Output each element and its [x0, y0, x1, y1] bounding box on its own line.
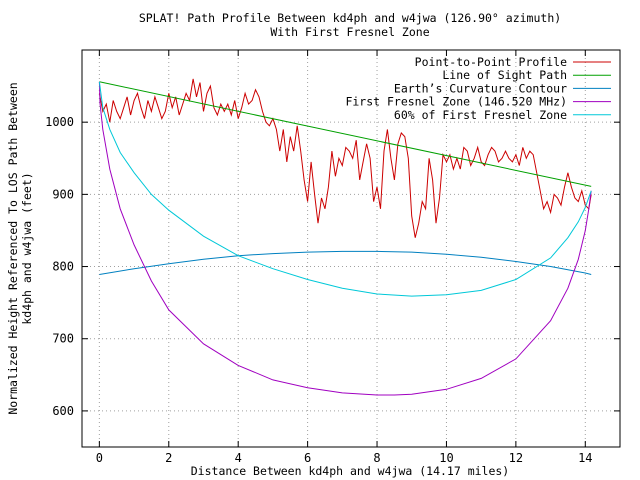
- x-tick-label: 14: [578, 451, 592, 465]
- chart-subtitle: With First Fresnel Zone: [270, 25, 429, 39]
- series-lines: [98, 78, 592, 396]
- series-line-5: [98, 81, 592, 297]
- y-tick-label: 700: [52, 332, 74, 346]
- y-tick-label: 600: [52, 404, 74, 418]
- legend-label-2: Line of Sight Path: [442, 68, 567, 82]
- series-line-3: [99, 250, 592, 275]
- x-tick-label: 2: [165, 451, 172, 465]
- legend-label-5: 60% of First Fresnel Zone: [394, 108, 567, 122]
- x-tick-label: 0: [96, 451, 103, 465]
- y-tick-label: 800: [52, 260, 74, 274]
- x-tick-label: 10: [439, 451, 453, 465]
- y-tick-label: 900: [52, 187, 74, 201]
- x-axis-label: Distance Between kd4ph and w4jwa (14.17 …: [191, 464, 510, 478]
- x-tick-label: 6: [304, 451, 311, 465]
- y-tick-label: 1000: [45, 115, 74, 129]
- x-tick-label: 4: [235, 451, 242, 465]
- plot-border: [81, 49, 621, 448]
- x-tick-label: 8: [373, 451, 380, 465]
- chart-title: SPLAT! Path Profile Between kd4ph and w4…: [139, 11, 561, 25]
- grid-lines: [82, 50, 620, 447]
- axis-ticks: 0 2 4 6 8 10 12 14 600 700 800 900 1000: [45, 50, 620, 465]
- series-line-1: [98, 78, 592, 238]
- series-line-4: [98, 81, 592, 396]
- x-tick-label: 12: [509, 451, 523, 465]
- series-line-2: [99, 81, 592, 187]
- legend-label-4: First Fresnel Zone (146.520 MHz): [345, 95, 567, 109]
- legend-label-3: Earth’s Curvature Contour: [394, 81, 567, 95]
- legend-label-1: Point-to-Point Profile: [415, 55, 567, 69]
- y-axis-label: Normalized Height Referenced To LOS Path…: [6, 82, 34, 414]
